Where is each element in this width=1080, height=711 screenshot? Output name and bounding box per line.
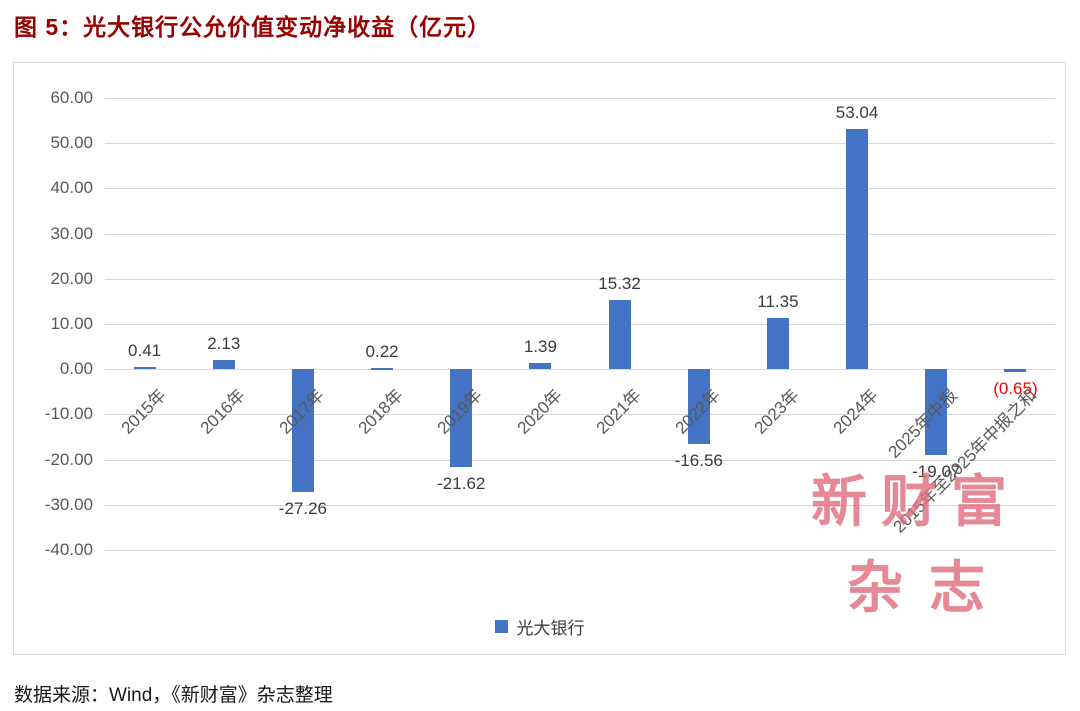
y-axis-tick-label: -10.00	[44, 404, 93, 424]
value-label: 53.04	[835, 103, 879, 123]
y-axis-tick-label: -30.00	[44, 494, 93, 514]
bar	[687, 369, 710, 445]
legend-swatch	[494, 620, 508, 633]
gridline	[105, 98, 1055, 99]
legend-series-label: 光大银行	[516, 619, 585, 638]
value-label: 2.13	[207, 333, 241, 353]
value-label: (0.65)	[993, 379, 1038, 399]
bar	[1004, 369, 1027, 373]
value-label: -21.62	[437, 473, 486, 493]
value-label: 15.32	[598, 273, 641, 293]
gridline	[105, 278, 1055, 280]
x-axis-category-label: 2024年	[829, 385, 883, 438]
gridline	[105, 233, 1055, 235]
bar	[846, 129, 869, 370]
data-source-note: 数据来源：Wind，《新财富》杂志整理	[14, 685, 333, 706]
y-axis-tick-label: 50.00	[50, 133, 93, 153]
bar	[766, 317, 789, 370]
y-axis-tick-label: 60.00	[50, 88, 93, 107]
gridline	[105, 188, 1055, 190]
bar	[450, 369, 473, 467]
y-axis-tick-label: 10.00	[50, 314, 93, 333]
value-label: 0.22	[365, 342, 399, 362]
bar	[212, 359, 235, 370]
y-axis-tick-label: 40.00	[50, 178, 93, 198]
bar	[371, 368, 394, 370]
gridline	[105, 369, 1055, 371]
y-axis-tick-label: -20.00	[44, 449, 93, 469]
bar	[133, 367, 156, 370]
chart-area: 60.00 50.00 40.00 30.00 20.00 10.00 0.00 -10.00…	[13, 62, 1066, 655]
x-axis-category-label: 2023年	[750, 385, 803, 438]
bar	[529, 362, 552, 370]
figure-title: 图 5：光大银行公允价值变动净收益（亿元）	[14, 14, 492, 40]
gridline	[105, 459, 1055, 461]
y-axis-tick-label: 0.00	[59, 359, 93, 379]
x-axis-category-label: 2015年	[117, 385, 170, 438]
gridline	[105, 414, 1055, 416]
value-label: -16.56	[674, 451, 723, 471]
bar	[608, 299, 631, 370]
bar	[925, 369, 948, 456]
y-axis-tick-label: 20.00	[50, 268, 93, 288]
gridline	[105, 324, 1055, 325]
bar	[291, 369, 314, 493]
x-axis-category-label: 2021年	[592, 385, 645, 438]
x-axis-category-label: 2016年	[196, 385, 249, 438]
value-label: -27.26	[278, 499, 328, 519]
value-label: 0.41	[128, 341, 162, 361]
y-axis-tick-label: 30.00	[50, 223, 93, 243]
y-axis-tick-label: -40.00	[44, 540, 93, 559]
value-label: -19.07	[912, 462, 961, 482]
gridline	[105, 143, 1055, 145]
value-label: 1.39	[523, 336, 557, 356]
gridline	[105, 550, 1055, 551]
x-axis-category-label: 2018年	[354, 385, 408, 438]
x-axis-category-label: 2025年中报	[884, 385, 962, 462]
value-label: 11.35	[757, 291, 799, 311]
plot-area: 60.00 50.00 40.00 30.00 20.00 10.00 0.00 -10.00…	[14, 63, 1065, 654]
gridline	[105, 504, 1055, 506]
x-axis-category-label: 2020年	[513, 385, 566, 438]
legend: 光大银行	[14, 614, 1065, 639]
